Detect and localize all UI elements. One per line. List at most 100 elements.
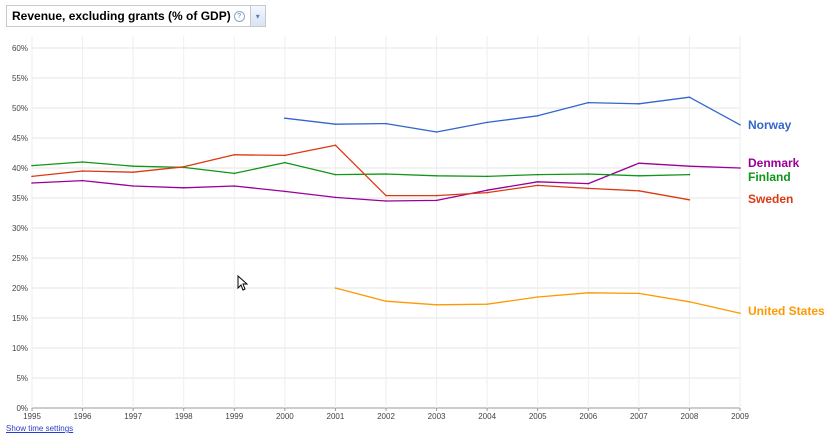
y-tick-label: 10% xyxy=(12,344,28,353)
y-tick-label: 45% xyxy=(12,134,28,143)
data-point-denmark xyxy=(638,162,640,164)
dropdown-button[interactable]: ▾ xyxy=(249,6,265,26)
data-point-united-states xyxy=(486,303,488,306)
data-point-norway xyxy=(688,96,691,98)
y-tick-label: 60% xyxy=(12,44,28,53)
y-tick-label: 25% xyxy=(12,254,28,263)
data-point-sweden xyxy=(536,184,539,187)
data-point-finland xyxy=(486,175,488,178)
data-point-sweden xyxy=(587,187,590,190)
x-tick-label: 2007 xyxy=(630,412,648,421)
series-line-finland[interactable] xyxy=(31,161,690,178)
y-tick-label: 15% xyxy=(12,314,28,323)
data-point-sweden xyxy=(233,154,236,156)
y-tick-label: 40% xyxy=(12,164,28,173)
series-label-finland: Finland xyxy=(748,170,791,184)
data-point-finland xyxy=(81,161,84,163)
data-point-united-states xyxy=(385,300,387,303)
data-point-sweden xyxy=(638,190,640,192)
data-point-denmark xyxy=(81,179,84,182)
y-tick-label: 55% xyxy=(12,74,28,83)
series-lines xyxy=(31,96,741,315)
y-tick-label: 0% xyxy=(16,404,28,413)
show-time-settings-link[interactable]: Show time settings xyxy=(6,424,74,433)
data-point-finland xyxy=(385,173,387,175)
data-point-denmark xyxy=(182,187,185,189)
data-point-sweden xyxy=(486,191,488,194)
y-tick-label: 20% xyxy=(12,284,28,293)
data-point-denmark xyxy=(233,185,236,187)
data-point-denmark xyxy=(132,185,134,187)
data-point-sweden xyxy=(688,199,691,201)
x-tick-label: 2002 xyxy=(377,412,395,421)
x-tick-label: 1995 xyxy=(23,412,41,421)
data-point-sweden xyxy=(435,194,438,197)
y-axis-ticks: 0% 5% 10% 15% 20% 25% 30% 35% 40% 45% 50% 55% 60% xyxy=(12,44,28,413)
data-point-finland xyxy=(233,172,236,175)
x-tick-label: 2008 xyxy=(681,412,699,421)
x-tick-label: 2000 xyxy=(276,412,294,421)
series-label-denmark: Denmark xyxy=(748,156,800,170)
series-line-sweden[interactable] xyxy=(31,144,690,201)
x-tick-label: 1996 xyxy=(74,412,92,421)
x-tick-label: 2009 xyxy=(731,412,749,421)
chart-title: Revenue, excluding grants (% of GDP) xyxy=(12,9,231,23)
data-point-denmark xyxy=(385,200,387,202)
series-label-norway: Norway xyxy=(748,118,792,132)
x-axis-ticks: 1995 1996 1997 1998 1999 2000 2001 2002 2003 2004… xyxy=(23,408,749,421)
data-point-sweden xyxy=(132,171,134,173)
y-tick-label: 35% xyxy=(12,194,28,203)
y-tick-label: 50% xyxy=(12,104,28,113)
data-point-united-states xyxy=(739,312,741,315)
data-point-norway xyxy=(385,122,387,125)
data-point-sweden xyxy=(182,166,185,168)
data-point-norway xyxy=(486,121,488,124)
x-tick-label: 2001 xyxy=(327,412,345,421)
x-tick-label: 1998 xyxy=(175,412,193,421)
x-tick-label: 2005 xyxy=(529,412,547,421)
data-point-finland xyxy=(31,164,33,167)
help-icon[interactable]: ? xyxy=(233,10,245,22)
y-tick-label: 30% xyxy=(12,224,28,233)
data-point-finland xyxy=(638,175,640,177)
data-point-norway xyxy=(284,117,286,119)
data-point-finland xyxy=(284,161,286,164)
indicator-selector[interactable]: Revenue, excluding grants (% of GDP) ? ▾ xyxy=(6,5,266,27)
data-point-united-states xyxy=(587,292,590,294)
data-point-finland xyxy=(435,175,438,177)
x-tick-label: 2003 xyxy=(428,412,446,421)
series-label-united-states: United States xyxy=(748,304,825,318)
data-point-finland xyxy=(536,173,539,176)
data-point-united-states xyxy=(334,287,337,289)
x-tick-label: 1999 xyxy=(225,412,243,421)
x-tick-label: 2004 xyxy=(478,412,496,421)
data-point-united-states xyxy=(688,301,691,303)
data-point-sweden xyxy=(385,194,387,197)
data-point-denmark xyxy=(435,199,438,202)
data-point-finland xyxy=(587,173,590,175)
series-label-sweden: Sweden xyxy=(748,192,793,206)
mouse-cursor-icon xyxy=(237,275,248,291)
chevron-down-icon: ▾ xyxy=(255,11,260,21)
data-point-norway xyxy=(435,131,438,133)
data-point-sweden xyxy=(284,154,286,157)
data-point-denmark xyxy=(31,182,33,184)
data-point-denmark xyxy=(536,181,539,183)
data-point-denmark xyxy=(587,182,590,185)
data-point-sweden xyxy=(31,175,33,178)
series-line-norway[interactable] xyxy=(284,96,741,133)
x-tick-label: 2006 xyxy=(579,412,597,421)
data-point-sweden xyxy=(81,170,84,172)
data-point-norway xyxy=(638,103,640,105)
data-point-norway xyxy=(334,123,337,125)
data-point-denmark xyxy=(739,167,741,169)
y-tick-label: 5% xyxy=(16,374,28,383)
data-point-denmark xyxy=(284,190,286,193)
data-point-norway xyxy=(536,115,539,117)
data-point-finland xyxy=(132,165,134,167)
data-point-norway xyxy=(739,124,741,126)
data-point-finland xyxy=(688,173,691,176)
data-point-united-states xyxy=(638,292,640,295)
